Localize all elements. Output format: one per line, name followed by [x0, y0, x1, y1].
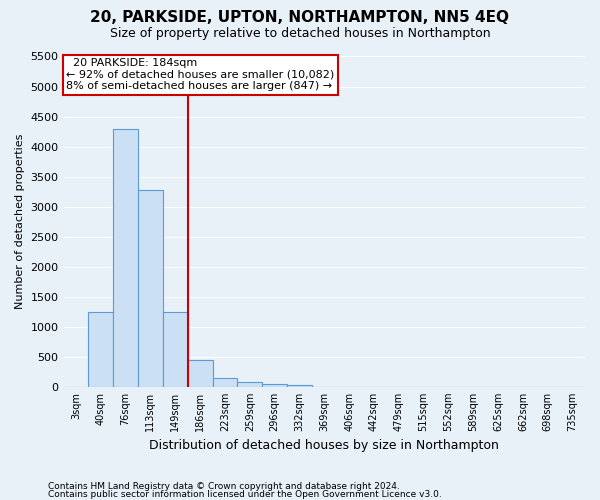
Bar	[88, 312, 113, 387]
Y-axis label: Number of detached properties: Number of detached properties	[15, 134, 25, 310]
Text: Size of property relative to detached houses in Northampton: Size of property relative to detached ho…	[110, 28, 490, 40]
Bar	[238, 382, 262, 387]
Bar	[163, 312, 188, 387]
Text: Contains public sector information licensed under the Open Government Licence v3: Contains public sector information licen…	[48, 490, 442, 499]
Bar	[262, 384, 287, 387]
Bar	[113, 128, 138, 387]
Text: 20, PARKSIDE, UPTON, NORTHAMPTON, NN5 4EQ: 20, PARKSIDE, UPTON, NORTHAMPTON, NN5 4E…	[91, 10, 509, 25]
Text: 20 PARKSIDE: 184sqm  
← 92% of detached houses are smaller (10,082)
8% of semi-d: 20 PARKSIDE: 184sqm ← 92% of detached ho…	[66, 58, 334, 92]
X-axis label: Distribution of detached houses by size in Northampton: Distribution of detached houses by size …	[149, 440, 499, 452]
Bar	[212, 378, 238, 387]
Bar	[138, 190, 163, 387]
Bar	[287, 386, 312, 387]
Bar	[188, 360, 212, 387]
Text: Contains HM Land Registry data © Crown copyright and database right 2024.: Contains HM Land Registry data © Crown c…	[48, 482, 400, 491]
